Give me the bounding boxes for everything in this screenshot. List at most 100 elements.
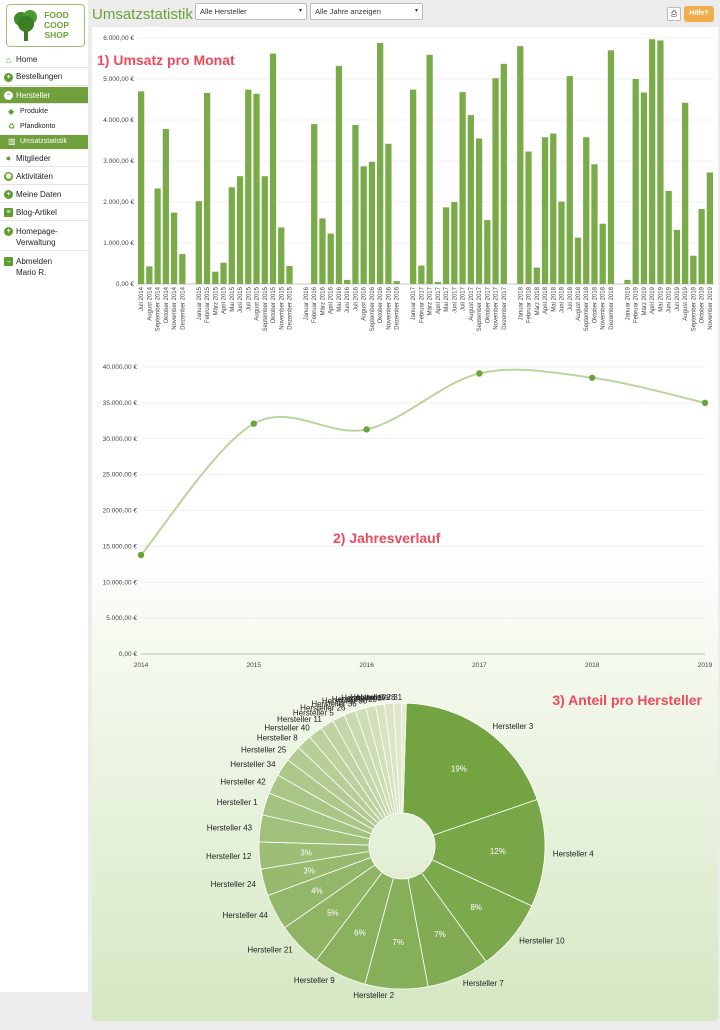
nav-umsatzstatistik[interactable]: ▥ Umsatzstatistik bbox=[0, 135, 88, 149]
bar bbox=[632, 79, 639, 284]
bar bbox=[253, 93, 260, 284]
y-tick-label: 35.000,00 € bbox=[103, 400, 138, 407]
bar bbox=[657, 40, 664, 285]
x-tick-label: Dezember 2017 bbox=[502, 286, 508, 329]
slice-label: Hersteller 25 bbox=[241, 746, 287, 755]
slice-percent-label: 7% bbox=[434, 930, 446, 939]
x-tick-label: August 2016 bbox=[362, 286, 368, 320]
print-button[interactable]: ⎙ bbox=[667, 7, 681, 21]
hersteller-filter-select[interactable]: Alle Hersteller ▾ bbox=[195, 3, 307, 20]
x-tick-label: Juli 2018 bbox=[568, 286, 574, 311]
x-tick-label: Februar 2016 bbox=[312, 286, 318, 323]
bar bbox=[541, 137, 549, 284]
nav-abmelden[interactable]: → Abmelden Mario R. bbox=[0, 252, 88, 280]
slice-label: Hersteller 7 bbox=[463, 979, 504, 988]
nav-mitglieder[interactable]: ● Mitglieder bbox=[0, 151, 88, 167]
home-icon: ⌂ bbox=[5, 55, 12, 65]
y-tick-label: 20.000,00 € bbox=[103, 508, 138, 515]
slice-label: Hersteller 3 bbox=[492, 722, 533, 731]
bar bbox=[319, 218, 326, 284]
chart-title: 1) Umsatz pro Monat bbox=[97, 52, 235, 68]
user-icon: ● bbox=[5, 153, 12, 163]
page-title: Umsatzstatistik bbox=[92, 6, 193, 23]
bar bbox=[146, 266, 153, 284]
slice-label: Hersteller 10 bbox=[519, 937, 565, 946]
nav-pfandkonto[interactable]: ♻ Pfandkonto bbox=[0, 120, 88, 134]
nav-home-label: Home bbox=[16, 55, 38, 64]
x-tick-label: Mai 2016 bbox=[337, 286, 343, 311]
bar bbox=[673, 229, 681, 284]
minus-circle-icon: − bbox=[4, 91, 13, 100]
slice-label: Hersteller 17 bbox=[341, 694, 387, 703]
x-tick-label: August 2014 bbox=[147, 286, 153, 320]
x-tick-label: September 2016 bbox=[370, 286, 376, 331]
slice-percent-label: 12% bbox=[490, 847, 506, 856]
nav-homepage-label-2: Verwaltung bbox=[16, 238, 56, 247]
bar bbox=[236, 176, 244, 284]
x-tick-label: Juli 2015 bbox=[246, 286, 252, 311]
series-line bbox=[140, 368, 706, 556]
nav-bestellungen-label: Bestellungen bbox=[16, 72, 63, 81]
x-tick-label: November 2019 bbox=[708, 286, 714, 329]
x-tick-label: April 2019 bbox=[650, 286, 656, 314]
x-tick-label: Mai 2017 bbox=[444, 286, 450, 311]
x-tick-label: Juni 2018 bbox=[560, 286, 566, 313]
y-tick-label: 0,00 € bbox=[116, 281, 134, 288]
nav-home[interactable]: ⌂ Home bbox=[0, 53, 88, 68]
manufacturer-share-chart: 19% Hersteller 3 12% Hersteller 4 8% Herstell… bbox=[206, 692, 703, 1000]
x-tick-label: Januar 2019 bbox=[625, 286, 631, 320]
x-tick-label: Oktober 2015 bbox=[271, 286, 277, 323]
slice-percent-label: 5% bbox=[327, 909, 339, 918]
bar bbox=[492, 78, 499, 285]
nav-blog[interactable]: ≡ Blog-Artikel bbox=[0, 204, 88, 221]
bar bbox=[137, 91, 145, 284]
slice-label: Hersteller 4 bbox=[553, 850, 594, 859]
bar bbox=[269, 53, 277, 284]
bar bbox=[220, 262, 227, 284]
slice-label: Hersteller 5 bbox=[293, 708, 334, 717]
nav-meine-daten[interactable]: + Meine Daten bbox=[0, 186, 88, 203]
slice-percent-label: 6% bbox=[354, 928, 366, 937]
slice-label: Hersteller 43 bbox=[207, 824, 253, 833]
year-filter-select[interactable]: Alle Jahre anzeigen ▾ bbox=[310, 3, 423, 20]
nav-homepage-verwaltung[interactable]: + Homepage- Verwaltung bbox=[0, 222, 88, 251]
year-filter-value: Alle Jahre anzeigen bbox=[315, 7, 381, 16]
bar bbox=[212, 271, 219, 284]
x-tick-label: November 2014 bbox=[172, 286, 178, 329]
bar bbox=[599, 223, 606, 284]
bar bbox=[368, 161, 376, 284]
x-tick-label: März 2018 bbox=[535, 286, 541, 315]
x-tick-label: März 2017 bbox=[428, 286, 434, 315]
bar bbox=[286, 265, 293, 284]
bar bbox=[690, 255, 697, 284]
bar bbox=[525, 151, 532, 284]
nav-abmelden-label: Abmelden bbox=[16, 257, 53, 266]
chevron-down-icon: ▾ bbox=[298, 8, 302, 14]
x-tick-label: Februar 2018 bbox=[527, 286, 533, 323]
x-tick-label: März 2016 bbox=[320, 286, 326, 315]
nav-blog-label: Blog-Artikel bbox=[16, 208, 57, 217]
nav-bestellungen[interactable]: + Bestellungen bbox=[0, 69, 88, 86]
bar bbox=[377, 42, 384, 284]
nav-produkte[interactable]: ◆ Produkte bbox=[0, 105, 88, 119]
bar bbox=[665, 190, 672, 284]
recycle-icon: ♻ bbox=[8, 122, 16, 131]
chevron-down-icon: ▾ bbox=[414, 8, 418, 14]
nav-aktivitaeten[interactable]: ◉ Aktivitäten bbox=[0, 168, 88, 185]
bar bbox=[162, 129, 169, 284]
plus-circle-icon: + bbox=[4, 227, 13, 236]
bar bbox=[434, 281, 441, 284]
slice-label: Hersteller 28 bbox=[350, 693, 396, 702]
yearly-trend-chart: 0,00 € 5.000,00 € 10.000,00 € 15.000,00 € 20… bbox=[103, 364, 713, 669]
help-button[interactable]: Hilfe? bbox=[684, 6, 714, 22]
foodcoop-logo[interactable]: FOOD COOP SHOP bbox=[6, 4, 85, 47]
sign-out-icon: → bbox=[4, 257, 13, 266]
slice-label: Hersteller 9 bbox=[294, 976, 335, 985]
data-point bbox=[250, 420, 257, 427]
nav-hersteller[interactable]: − Hersteller bbox=[0, 87, 88, 104]
y-tick-label: 40.000,00 € bbox=[103, 364, 138, 371]
slice-percent-label: 3% bbox=[303, 866, 315, 875]
slice-label: Hersteller 12 bbox=[206, 852, 252, 861]
logo-line-2: COOP bbox=[44, 20, 70, 30]
